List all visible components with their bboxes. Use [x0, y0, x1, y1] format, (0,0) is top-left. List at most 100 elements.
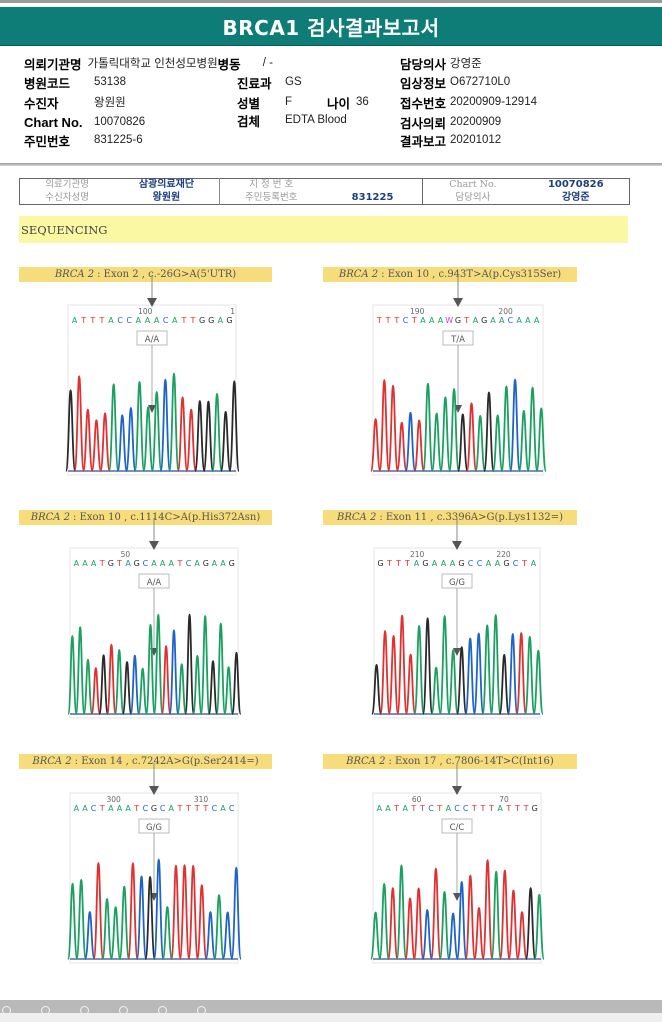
trace-peak — [213, 894, 225, 960]
base-call: T — [176, 559, 182, 568]
section-separator — [0, 163, 662, 166]
trace-peak — [168, 629, 180, 715]
base-call: A — [125, 559, 131, 568]
genotype-label: A/A — [147, 578, 162, 588]
patient-value: 왕원원 — [94, 97, 126, 109]
ward-value: / - — [262, 57, 273, 69]
age-label: 나이 — [327, 95, 351, 111]
base-call: A — [486, 559, 492, 568]
age-value: 36 — [356, 96, 369, 108]
sequencing-section-header: SEQUENCING — [19, 216, 628, 243]
institution-value: 가톨릭대학교 인천성모병원 — [87, 58, 218, 70]
position-tick-label: 1 — [230, 307, 235, 316]
base-call: A — [91, 559, 97, 568]
base-call: A — [450, 559, 456, 568]
chromatogram-5: A A C T A A A T C G C A T T T T C A C 300 310 G/G — [66, 763, 242, 964]
trace-peak — [75, 879, 87, 960]
base-call: T — [514, 804, 520, 813]
base-call: G — [208, 316, 214, 325]
scan-header-row: 수신자성명 왕원원 주민등록번호 831225 담당의사 강영준 — [20, 191, 630, 205]
trace-peak — [168, 372, 180, 472]
bottom-margin — [0, 1013, 662, 1022]
base-call: A — [220, 804, 226, 813]
trace-peak — [369, 418, 382, 472]
base-call: A — [151, 559, 157, 568]
position-tick-label: 50 — [121, 550, 131, 559]
chart-no-label: Chart No. — [24, 114, 83, 130]
base-call: A — [136, 316, 142, 325]
base-call: A — [516, 316, 522, 325]
base-call: A — [534, 316, 540, 325]
variant-desc: : Exon 10 , c.943T>A(p.Cys315Ser) — [381, 269, 562, 280]
base-call: G — [532, 804, 538, 813]
base-call: C — [508, 316, 514, 325]
trace-peak — [151, 391, 163, 472]
scan-doctor-value: 강영준 — [561, 191, 590, 203]
trace-peak — [207, 660, 219, 715]
base-call: T — [190, 316, 196, 325]
trace-peak — [116, 414, 128, 472]
variant-label-6: BRCA 2: Exon 17 , c.7806-14T>C(Int16) — [323, 754, 577, 769]
trace-peak — [535, 407, 547, 472]
base-call: C — [463, 804, 469, 813]
trace-peak — [108, 383, 120, 472]
base-call: A — [160, 559, 166, 568]
request-date-label: 검사의뢰 — [400, 115, 447, 131]
doctor-value: 강영준 — [450, 58, 482, 70]
trace-peak — [439, 396, 452, 472]
base-call: G — [503, 559, 509, 568]
base-call: A — [402, 804, 408, 813]
base-call: A — [385, 804, 391, 813]
clinical-info-label: 임상정보 — [400, 75, 447, 91]
report-title: BRCA1 검사결과보고서 — [222, 15, 440, 40]
gene-name: BRCA 2 — [338, 269, 379, 280]
trace-peak — [378, 882, 390, 960]
base-call: A — [108, 316, 114, 325]
base-call: A — [108, 804, 114, 813]
trace-peak — [387, 887, 399, 960]
field-doctor: 담당의사 강영준 — [400, 54, 482, 72]
trace-peak — [525, 887, 537, 960]
genotype-label: G/G — [146, 823, 162, 833]
base-call: T — [505, 804, 511, 813]
base-call: G — [481, 316, 487, 325]
position-tick-label: 70 — [499, 795, 509, 804]
base-call: A — [154, 316, 160, 325]
base-call: A — [377, 804, 383, 813]
trace-peak — [223, 666, 234, 715]
trace-peak — [457, 413, 469, 472]
trace-peak — [133, 380, 146, 472]
base-call: T — [488, 804, 494, 813]
trace-peak — [422, 382, 434, 472]
hospital-code-label: 병원코드 — [24, 75, 71, 91]
trace-peak — [526, 386, 539, 472]
base-call: T — [180, 316, 186, 325]
base-call: A — [125, 804, 131, 813]
trace-peak — [448, 388, 460, 472]
trace-peak — [211, 392, 223, 472]
position-tick-label: 310 — [194, 795, 209, 804]
base-call: T — [194, 804, 200, 813]
trace-peak — [518, 410, 530, 472]
base-call: T — [393, 804, 399, 813]
base-call: C — [163, 316, 169, 325]
variant-desc: : Exon 11 , c.3396A>G(p.Lys1132=) — [379, 512, 563, 523]
trace-peak — [118, 885, 130, 960]
trace-peak — [204, 911, 217, 960]
base-call: C — [468, 559, 474, 568]
base-call: A — [414, 559, 420, 568]
base-call: A — [172, 316, 178, 325]
report-date-label: 결과보고 — [400, 133, 447, 149]
base-call: T — [116, 559, 122, 568]
scan-institution-label: 의료기관명 — [45, 179, 89, 191]
receipt-no-label: 접수번호 — [400, 95, 447, 111]
trace-peak — [473, 907, 485, 960]
base-call: T — [410, 804, 416, 813]
field-chart-no: Chart No. 10070826 — [24, 113, 145, 131]
trace-peak — [196, 884, 208, 960]
base-call: A — [473, 316, 479, 325]
trace-peak — [144, 875, 156, 960]
